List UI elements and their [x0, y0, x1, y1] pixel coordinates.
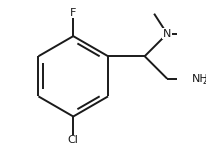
Text: NH: NH	[192, 74, 206, 84]
Text: 2: 2	[202, 77, 206, 86]
Text: Cl: Cl	[68, 135, 79, 145]
Text: N: N	[163, 29, 171, 39]
Text: F: F	[70, 7, 76, 18]
